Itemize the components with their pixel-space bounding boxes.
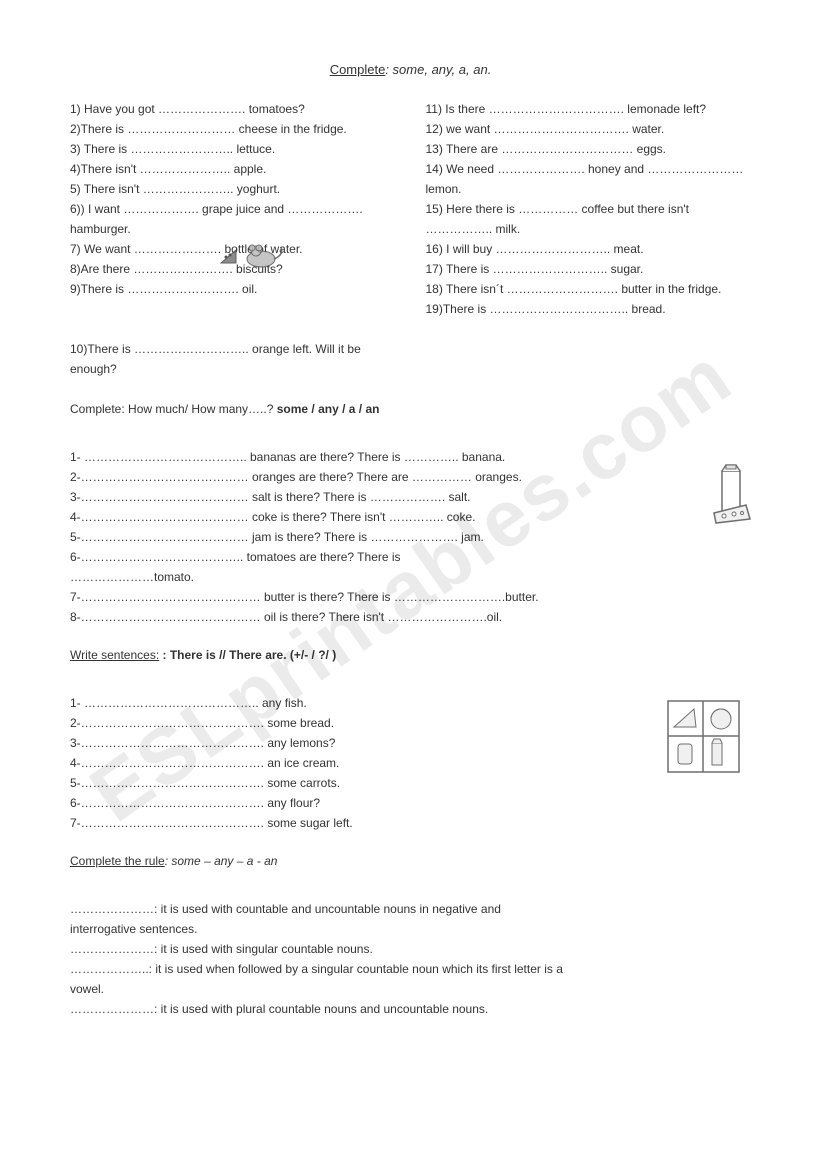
s4-instr-ital: : some – any – a - an: [165, 854, 278, 868]
s2-line: 4-…………………………………… coke is there? There is…: [70, 508, 751, 526]
s2-instr-bold: some / any / a / an: [277, 402, 380, 416]
title-label: Complete: [330, 62, 386, 77]
s2-line: …………………tomato.: [70, 568, 751, 586]
s2-line: 7-……………………………………… butter is there? There…: [70, 588, 751, 606]
s1-right-line: 19)There is …………………………….. bread.: [426, 300, 752, 318]
s1-right-line: lemon.: [426, 180, 752, 198]
s1-left-line: 10)There is ……………………….. orange left. Wil…: [70, 340, 396, 358]
s2-instr-pre: Complete: How much/ How many…..?: [70, 402, 277, 416]
s1-left-line: 6)) I want ………………. grape juice and ………………: [70, 200, 396, 218]
s3-line: [70, 674, 751, 692]
s4-line: [70, 880, 751, 898]
s4-line: vowel.: [70, 980, 751, 998]
s4-line: interrogative sentences.: [70, 920, 751, 938]
section1-columns: 1) Have you got …………………. tomatoes? 2)The…: [70, 100, 751, 380]
s1-left-line: 9)There is ………………………. oil.: [70, 280, 396, 298]
s3-instr-under: Write sentences:: [70, 648, 159, 662]
s1-left-line: 2)There is ……………………… cheese in the fridg…: [70, 120, 396, 138]
s4-line: ………………..: it is used when followed by a …: [70, 960, 751, 978]
s1-right-line: 15) Here there is …………… coffee but there…: [426, 200, 752, 218]
s4-line: …………………: it is used with countable and u…: [70, 900, 751, 918]
s2-line: 8-……………………………………… oil is there? There is…: [70, 608, 751, 626]
milk-cheese-icon: [706, 463, 756, 528]
s1-right-line: 14) We need …………………. honey and ……………………: [426, 160, 752, 178]
s1-right-line: 17) There is ……………………….. sugar.: [426, 260, 752, 278]
mouse-cheese-icon: [216, 235, 286, 270]
s2-line: [70, 428, 751, 446]
s1-right-line: …………….. milk.: [426, 220, 752, 238]
s1-left-line: 4)There isn't ………………….. apple.: [70, 160, 396, 178]
s1-left-line: [70, 320, 396, 338]
title-words: : some, any, a, an.: [385, 62, 491, 77]
s1-right-line: 13) There are …………………………… eggs.: [426, 140, 752, 158]
s1-left-line: enough?: [70, 360, 396, 378]
s2-line: 1- ………………………………….. bananas are there? Th…: [70, 448, 751, 466]
s1-left-line: 5) There isn't ………………….. yoghurt.: [70, 180, 396, 198]
s1-left-line: [70, 300, 396, 318]
s2-line: 6-………………………………….. tomatoes are there? Th…: [70, 548, 751, 566]
s3-line: 5-………………………………………. some carrots.: [70, 774, 751, 792]
s4-line: …………………: it is used with singular counta…: [70, 940, 751, 958]
section2-instruction: Complete: How much/ How many…..? some / …: [70, 400, 751, 418]
section3-body: 1- …………………………………….. any fish. 2-………………………: [70, 674, 751, 832]
s2-line: 3-…………………………………… salt is there? There is…: [70, 488, 751, 506]
s3-line: 1- …………………………………….. any fish.: [70, 694, 751, 712]
s1-left-line: 3) There is …………………….. lettuce.: [70, 140, 396, 158]
page-title: Complete: some, any, a, an.: [70, 60, 751, 80]
s1-right-line: 16) I will buy ……………………….. meat.: [426, 240, 752, 258]
section1-left-column: 1) Have you got …………………. tomatoes? 2)The…: [70, 100, 396, 380]
section3-instruction: Write sentences: : There is // There are…: [70, 646, 751, 664]
s1-right-line: 18) There isn´t ………………………. butter in the…: [426, 280, 752, 298]
s4-instr-under: Complete the rule: [70, 854, 165, 868]
section4-instruction: Complete the rule: some – any – a - an: [70, 852, 751, 870]
s1-left-line: 1) Have you got …………………. tomatoes?: [70, 100, 396, 118]
section4-body: …………………: it is used with countable and u…: [70, 880, 751, 1018]
s3-line: 7-………………………………………. some sugar left.: [70, 814, 751, 832]
s3-line: 6-………………………………………. any flour?: [70, 794, 751, 812]
s1-right-line: 11) Is there ……………………………. lemonade left?: [426, 100, 752, 118]
s3-line: 2-………………………………………. some bread.: [70, 714, 751, 732]
section1-right-column: 11) Is there ……………………………. lemonade left?…: [426, 100, 752, 380]
section2-body: 1- ………………………………….. bananas are there? Th…: [70, 428, 751, 626]
food-grid-icon: [666, 699, 741, 774]
s3-line: 4-………………………………………. an ice cream.: [70, 754, 751, 772]
s2-line: 5-…………………………………… jam is there? There is …: [70, 528, 751, 546]
s3-instr-bold: : There is // There are. (+/- / ?/ ): [159, 648, 336, 662]
s2-line: 2-…………………………………… oranges are there? Ther…: [70, 468, 751, 486]
s3-line: 3-………………………………………. any lemons?: [70, 734, 751, 752]
s1-right-line: 12) we want ……………………………. water.: [426, 120, 752, 138]
s4-line: …………………: it is used with plural countabl…: [70, 1000, 751, 1018]
